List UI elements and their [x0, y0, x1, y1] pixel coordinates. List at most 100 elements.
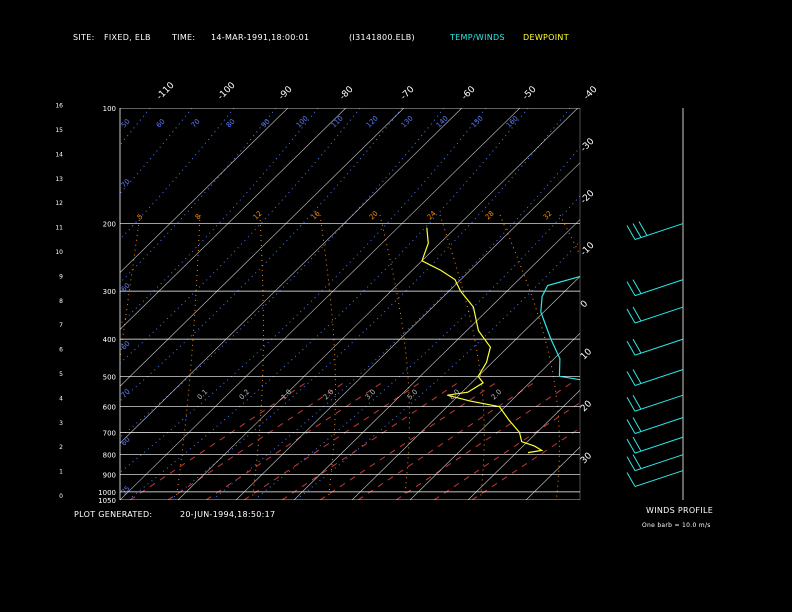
dry-adiabat-label: 130: [400, 114, 415, 129]
temp-top-label: -90: [277, 84, 295, 102]
wind-barb-flag: [626, 419, 636, 434]
temp-top-label: -80: [338, 84, 356, 102]
wind-barb-flag: [626, 281, 636, 296]
dry-adiabat-label: 50: [120, 117, 132, 129]
mixing-ratio-label: 2.0: [490, 388, 504, 402]
moist-adiabat-label: 28: [484, 209, 496, 221]
wind-barb-flag: [632, 454, 642, 469]
mixing-ratio-line: [395, 379, 577, 500]
height-tick-label: 12: [55, 200, 63, 207]
dry-adiabat-label: 120: [365, 114, 380, 129]
temp-right-label: 0: [579, 299, 590, 310]
moist-adiabat-label: 12: [252, 209, 264, 221]
temp-right-label: 30: [579, 451, 594, 466]
legend-dewpoint: DEWPOINT: [523, 33, 569, 42]
wind-barb-flag: [626, 438, 636, 454]
pressure-tick-label: 700: [103, 429, 116, 437]
wind-barb-flag: [632, 417, 642, 432]
wind-barb-flag: [632, 436, 642, 452]
dry-adiabat-label: 150: [470, 114, 485, 129]
wind-barb-staff: [634, 416, 684, 434]
dry-adiabat: [298, 240, 580, 499]
dry-adiabat: [120, 108, 445, 439]
moist-adiabat-label: 20: [368, 209, 380, 221]
dry-adiabat: [120, 108, 487, 474]
pressure-tick-label: 600: [103, 404, 116, 412]
isotherm: [120, 108, 463, 444]
isotherm: [120, 108, 405, 387]
temp-top-label: -40: [582, 84, 600, 102]
site-label: SITE:: [73, 33, 95, 42]
dewpoint-profile: [421, 227, 544, 454]
moist-adiabat: [319, 214, 336, 498]
mixing-ratio-label: 0.2: [238, 388, 252, 402]
pressure-tick-label: 200: [103, 221, 116, 229]
height-tick-label: 6: [59, 347, 63, 354]
legend-temp-winds: TEMP/WINDS: [450, 33, 505, 42]
mixing-ratio-line: [471, 427, 580, 500]
wind-barb-flag: [638, 221, 648, 236]
height-tick-label: 14: [55, 151, 63, 158]
height-tick-label: 2: [59, 444, 63, 451]
plot-area: [120, 108, 792, 500]
isotherm: [700, 108, 792, 500]
mixing-ratio-line: [433, 402, 580, 500]
pressure-tick-label: 800: [103, 452, 116, 460]
dry-adiabat-label: 60: [120, 339, 132, 351]
plot-generated-value: 20-JUN-1994,18:50:17: [180, 510, 276, 519]
pressure-tick-label: 100: [103, 105, 116, 113]
pressure-tick-label: 500: [103, 373, 116, 381]
height-tick-label: 9: [59, 273, 63, 280]
wind-barb-flag: [626, 308, 636, 324]
mixing-ratio-line: [357, 379, 539, 500]
dry-adiabat: [120, 108, 193, 195]
pressure-tick-label: 300: [103, 288, 116, 296]
mixing-ratio-label: 3.0: [364, 388, 378, 402]
pressure-tick-label: 900: [103, 471, 116, 479]
wind-barb-flag: [626, 340, 636, 356]
wind-barb-staff: [634, 369, 684, 386]
height-tick-label: 15: [55, 127, 63, 134]
mixing-ratio-label: 5.0: [406, 388, 420, 402]
dry-adiabat-label: 110: [330, 114, 345, 129]
wind-barb-flag: [626, 371, 636, 386]
temp-right-label: -10: [579, 240, 597, 258]
temp-right-label: -30: [579, 136, 597, 154]
dry-adiabat-label: 60: [155, 117, 167, 129]
dry-adiabat-label: 140: [435, 114, 450, 129]
wind-barb-staff: [634, 279, 684, 297]
temp-top-label: -60: [460, 84, 478, 102]
height-tick-label: 11: [55, 225, 63, 232]
moist-adiabat: [439, 214, 485, 498]
isotherm: [525, 446, 580, 500]
site-value: FIXED, ELB: [104, 33, 151, 42]
isotherm: [584, 108, 792, 500]
isotherm: [351, 276, 580, 500]
dry-adiabat-label: 70: [120, 177, 132, 189]
dry-adiabat: [256, 195, 580, 499]
temp-top-label: -50: [521, 84, 539, 102]
wind-barb-flag: [632, 338, 642, 354]
wind-barb-staff: [634, 470, 684, 488]
time-label: TIME:: [172, 33, 196, 42]
moist-adiabat-label: 16: [310, 209, 322, 221]
dry-adiabat: [120, 108, 319, 325]
dry-adiabat-label: 35: [120, 484, 132, 496]
height-tick-label: 4: [59, 395, 63, 402]
dry-adiabat-label: 90: [260, 117, 272, 129]
dry-adiabat: [172, 108, 571, 499]
height-tick-label: 0: [59, 493, 63, 500]
mixing-ratio-line: [281, 379, 463, 500]
isotherm: [467, 389, 580, 500]
wind-barb-staff: [634, 306, 684, 324]
dry-adiabat: [120, 108, 403, 402]
file-name: (I3141800.ELB): [349, 33, 415, 42]
wind-barb-staff: [634, 223, 684, 241]
wind-barb-flag: [626, 456, 636, 471]
wind-barb-flag: [626, 225, 636, 240]
height-tick-label: 16: [55, 103, 63, 110]
wind-barb-staff: [634, 436, 684, 454]
moist-adiabat-label: 32: [542, 209, 554, 221]
dry-adiabat-label: 70: [190, 117, 202, 129]
